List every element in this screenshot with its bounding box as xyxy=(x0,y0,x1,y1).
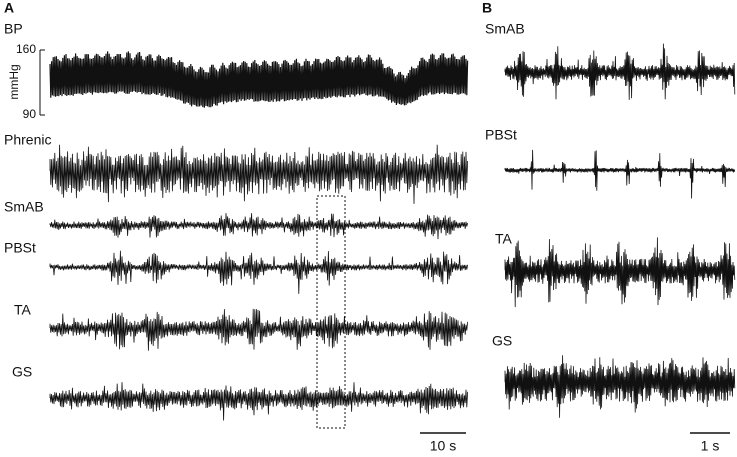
trace-label: GS xyxy=(12,364,32,380)
trace-label: PBSt xyxy=(485,127,517,143)
trace-label: BP xyxy=(4,21,23,37)
trace-label: GS xyxy=(492,333,512,349)
trace-label: TA xyxy=(495,231,513,247)
trace xyxy=(504,149,736,199)
trace xyxy=(49,213,468,240)
trace-label: SmAB xyxy=(4,199,44,215)
trace-label: SmAB xyxy=(485,21,525,37)
axis-tick-label: 160 xyxy=(16,42,36,56)
trace-label: TA xyxy=(14,302,32,318)
scale-bar-label: 10 s xyxy=(430,438,456,454)
trace-label: PBSt xyxy=(4,240,36,256)
axis-tick-label: 90 xyxy=(23,107,37,121)
zoom-box xyxy=(316,195,346,429)
trace xyxy=(49,308,468,351)
panel-label: A xyxy=(4,0,14,16)
trace-label: Phrenic xyxy=(4,132,51,148)
axis-unit: mmHg xyxy=(7,64,21,99)
panel-label: B xyxy=(482,0,492,16)
trace xyxy=(504,237,736,308)
trace xyxy=(504,43,736,100)
scale-bar-label: 1 s xyxy=(701,438,720,454)
trace xyxy=(504,355,736,418)
trace xyxy=(49,51,469,108)
trace xyxy=(49,250,468,294)
trace xyxy=(49,382,468,421)
trace xyxy=(49,144,468,204)
